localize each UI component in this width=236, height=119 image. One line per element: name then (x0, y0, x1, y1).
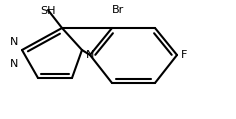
Text: Br: Br (112, 5, 124, 15)
Text: F: F (181, 50, 187, 60)
Text: SH: SH (40, 6, 56, 16)
Text: N: N (86, 50, 94, 60)
Text: N: N (10, 37, 18, 47)
Text: N: N (10, 59, 18, 69)
